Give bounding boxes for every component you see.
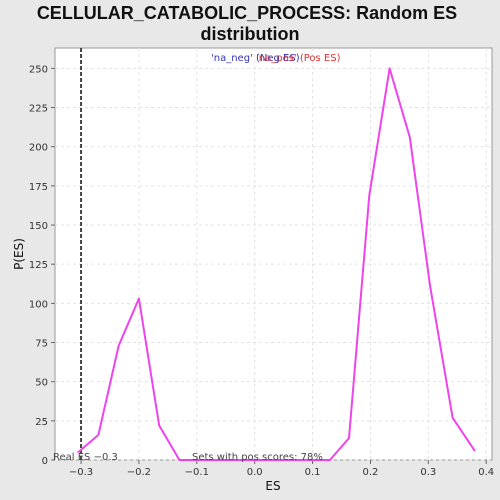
y-tick-label: 125 [29,260,48,271]
x-tick-label: −0.1 [185,467,209,478]
data-point [429,285,431,287]
x-tick-label: 0.1 [305,467,321,478]
data-point [138,298,140,300]
x-tick-label: −0.3 [69,467,93,478]
real-es-label: Real ES −0.3 [53,452,118,463]
data-point [368,194,370,196]
pos-scores-annotation: Sets with pos scores: 78% [192,452,323,463]
data-point [329,459,331,461]
y-tick-label: 0 [42,456,48,467]
data-point [474,450,476,452]
data-point [158,425,160,427]
x-axis-label: ES [265,479,280,493]
y-tick-label: 200 [29,143,48,154]
data-point [409,136,411,138]
y-tick-label: 75 [35,339,48,350]
legend-pos-entry: 'na_pos' (Pos ES) [256,53,341,64]
data-point [452,417,454,419]
chart-title-line-1: CELLULAR_CATABOLIC_PROCESS: Random ES [37,3,457,23]
data-point [118,345,120,347]
chart-title-line-2: distribution [201,24,300,44]
data-point [98,434,100,436]
y-tick-label: 250 [29,64,48,75]
x-tick-label: −0.2 [127,467,151,478]
y-tick-label: 225 [29,104,48,115]
data-point [348,437,350,439]
y-tick-label: 50 [35,378,48,389]
data-point [179,459,181,461]
y-tick-label: 100 [29,299,48,310]
x-tick-label: 0.0 [247,467,263,478]
x-tick-label: 0.3 [420,467,436,478]
y-tick-label: 150 [29,221,48,232]
y-tick-label: 25 [35,417,48,428]
x-tick-label: 0.4 [478,467,494,478]
y-tick-label: 175 [29,182,48,193]
x-tick-label: 0.2 [362,467,378,478]
data-point [389,68,391,70]
y-axis-label: P(ES) [12,238,26,270]
